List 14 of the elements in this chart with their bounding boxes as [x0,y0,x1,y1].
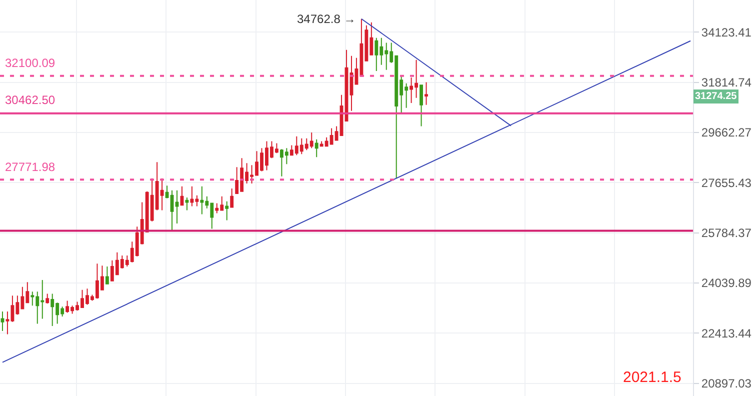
annotation: 34762.8 → [297,12,356,26]
y-tick-label: 25784.37 [701,226,752,240]
text: 31274.25 [695,91,738,102]
y-tick-label: 31814.74 [701,76,752,90]
ref-line-label: 27771.98 [5,160,56,174]
y-tick-label: 29662.27 [701,126,752,140]
y-tick-label: 27655.43 [701,176,752,190]
y-tick-label: 22413.44 [701,326,752,340]
y-tick-label: 34123.41 [701,25,752,40]
annotation: 2021.1.5 [623,369,682,386]
ref-line-label: 30462.50 [5,93,56,107]
y-tick-label: 20897.03 [701,376,752,391]
ref-line-label: 32100.09 [5,56,56,70]
y-tick-label: 24039.89 [701,276,752,290]
